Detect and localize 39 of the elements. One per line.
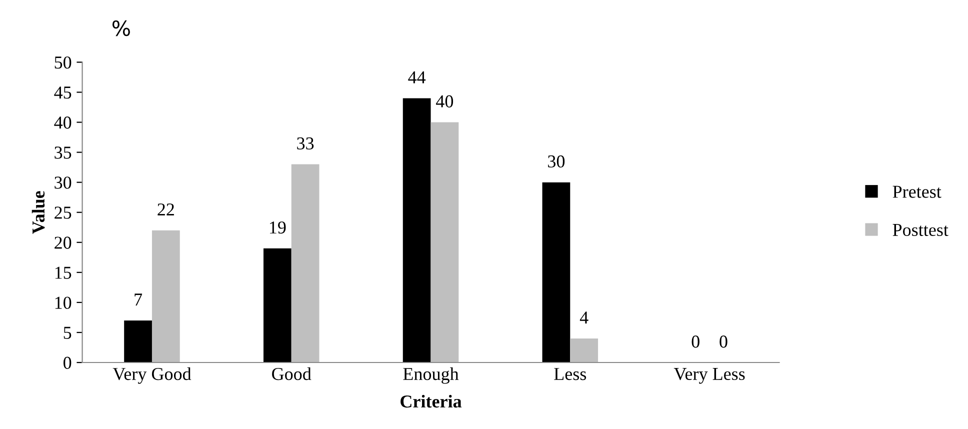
x-tick-label: Very Less bbox=[674, 368, 745, 384]
x-tick-label: Good bbox=[272, 367, 312, 380]
y-tick-label: 0 bbox=[64, 356, 72, 369]
x-tick-label: Very Good bbox=[112, 367, 192, 384]
data-label: 33 bbox=[297, 137, 314, 150]
y-tick-label: 30 bbox=[54, 176, 72, 189]
data-label: 0 bbox=[692, 336, 700, 348]
y-tick-label: 25 bbox=[54, 206, 72, 219]
data-label: 30 bbox=[548, 155, 565, 168]
bar bbox=[430, 122, 459, 363]
data-label: 22 bbox=[158, 203, 174, 216]
x-tick-label: Enough bbox=[403, 367, 459, 384]
y-tick-label: 50 bbox=[54, 56, 72, 69]
bar bbox=[263, 248, 292, 363]
data-label: 19 bbox=[270, 221, 286, 234]
y-tick-label: 15 bbox=[55, 266, 72, 279]
bar bbox=[291, 164, 320, 363]
legend-label: Posttest bbox=[892, 224, 948, 236]
y-tick-label: 5 bbox=[64, 326, 72, 339]
bar bbox=[152, 230, 180, 363]
chart-title: % bbox=[112, 20, 130, 36]
y-tick-label: 10 bbox=[55, 296, 72, 309]
bar bbox=[542, 182, 570, 363]
bar bbox=[570, 338, 598, 363]
data-label: 4 bbox=[580, 312, 588, 324]
data-label: 44 bbox=[408, 71, 426, 84]
x-tick-label: Less bbox=[554, 368, 586, 380]
bar bbox=[124, 320, 152, 363]
y-tick-label: 20 bbox=[54, 236, 72, 249]
legend-label: Pretest bbox=[892, 186, 942, 198]
bar bbox=[402, 98, 431, 363]
y-tick-label: 35 bbox=[54, 146, 72, 159]
y-tick-label: 45 bbox=[54, 86, 72, 99]
data-label: 0 bbox=[720, 336, 728, 348]
data-label: 7 bbox=[134, 294, 142, 306]
data-label: 40 bbox=[436, 95, 454, 108]
x-axis-title: Criteria bbox=[400, 394, 462, 408]
y-axis-title: Value bbox=[32, 191, 45, 234]
y-tick-label: 40 bbox=[54, 116, 72, 129]
